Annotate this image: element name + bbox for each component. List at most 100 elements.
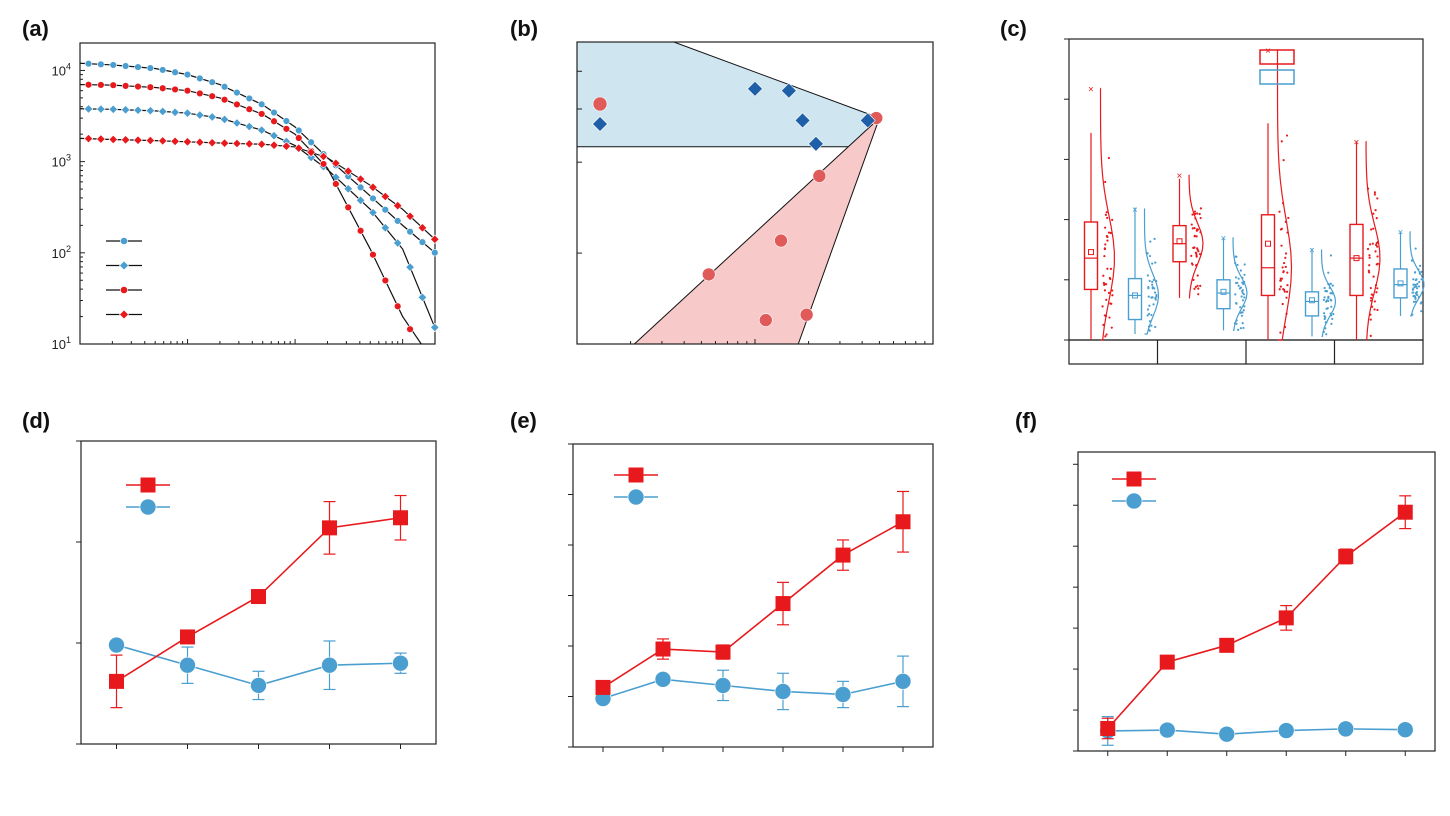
max-marker: × xyxy=(1132,205,1138,216)
data-dot xyxy=(1284,256,1287,259)
data-point xyxy=(233,100,241,109)
data-dot xyxy=(1239,286,1242,289)
y-tick-exponent: 1 xyxy=(66,335,71,345)
data-point xyxy=(294,143,304,153)
data-point xyxy=(343,166,353,176)
data-dot xyxy=(1198,212,1201,216)
data-point xyxy=(170,136,180,147)
data-point xyxy=(196,89,204,98)
data-point xyxy=(714,677,732,694)
data-dot xyxy=(1368,256,1371,259)
data-dot xyxy=(1150,313,1153,317)
data-dot xyxy=(1107,156,1111,160)
data-dot xyxy=(1374,209,1377,212)
data-point xyxy=(775,596,791,612)
y-tick-exponent: 4 xyxy=(66,61,71,71)
data-dot xyxy=(1418,264,1422,267)
data-point xyxy=(257,100,266,109)
data-dot xyxy=(1242,309,1245,312)
data-dot xyxy=(1243,263,1246,266)
data-point xyxy=(158,106,168,117)
data-dot xyxy=(1278,288,1281,291)
plot-frame xyxy=(79,42,436,345)
data-point xyxy=(368,182,378,192)
data-dot xyxy=(1323,296,1326,299)
data-point xyxy=(232,118,242,128)
data-point xyxy=(306,152,316,163)
data-dot xyxy=(1331,284,1334,287)
data-dot xyxy=(1411,288,1414,291)
data-point xyxy=(368,207,378,218)
data-point xyxy=(179,656,196,674)
data-dot xyxy=(1110,326,1113,329)
data-point xyxy=(220,83,229,91)
legend-marker xyxy=(627,488,645,506)
data-point xyxy=(219,114,230,125)
data-dot xyxy=(1418,280,1421,284)
data-dot xyxy=(1415,278,1418,281)
data-dot xyxy=(1102,281,1105,285)
data-dot xyxy=(1330,305,1333,308)
fh-treated-point xyxy=(808,135,824,152)
data-dot xyxy=(1375,291,1378,294)
data-dot xyxy=(1105,211,1108,214)
data-dot xyxy=(1196,212,1199,215)
data-dot xyxy=(1237,328,1240,331)
panel-f-label: (f) xyxy=(1015,408,1037,433)
data-dot xyxy=(1196,284,1199,287)
data-dot xyxy=(1280,140,1283,143)
data-dot xyxy=(1240,314,1244,317)
tough-region-blue xyxy=(576,41,881,148)
data-dot xyxy=(1323,286,1326,290)
legend-marker xyxy=(628,467,644,483)
data-dot xyxy=(1286,284,1289,287)
data-dot xyxy=(1241,322,1244,325)
data-dot xyxy=(1107,291,1111,294)
legend-box xyxy=(1259,49,1295,65)
data-dot xyxy=(1111,218,1114,221)
box xyxy=(1304,291,1320,317)
data-dot xyxy=(1282,271,1285,274)
data-dot xyxy=(1413,286,1416,289)
data-point xyxy=(96,134,106,144)
data-point xyxy=(256,139,267,149)
data-point xyxy=(595,679,611,695)
data-dot xyxy=(1414,297,1417,300)
data-point xyxy=(393,302,402,310)
data-dot xyxy=(1237,284,1240,287)
chart-f-svg: (f) xyxy=(1015,408,1436,756)
data-dot xyxy=(1372,227,1375,230)
data-dot xyxy=(1284,265,1287,268)
data-point xyxy=(417,223,428,233)
data-dot xyxy=(1243,280,1246,284)
data-dot xyxy=(1419,302,1422,305)
data-dot xyxy=(1234,281,1238,285)
data-point xyxy=(145,135,156,146)
max-marker: × xyxy=(1177,171,1183,182)
data-point xyxy=(108,104,118,114)
data-point xyxy=(369,250,377,259)
panel-d-chart: (d) xyxy=(0,408,480,816)
data-dot xyxy=(1412,294,1415,298)
y-tick-base: 10 xyxy=(52,155,66,170)
data-point xyxy=(208,92,216,100)
data-point xyxy=(182,108,193,118)
data-dot xyxy=(1103,247,1106,251)
data-dot xyxy=(1326,307,1329,310)
untreated-point xyxy=(701,267,716,282)
data-dot xyxy=(1330,292,1334,295)
plot-frame xyxy=(1068,38,1424,341)
data-dot xyxy=(1234,276,1238,279)
data-point xyxy=(332,180,340,188)
data-dot xyxy=(1193,287,1196,291)
data-dot xyxy=(1282,159,1285,162)
data-point xyxy=(83,133,94,144)
data-point xyxy=(180,629,195,645)
data-dot xyxy=(1152,303,1155,306)
data-dot xyxy=(1234,301,1238,305)
data-dot xyxy=(1331,317,1334,321)
data-dot xyxy=(1322,312,1326,315)
untreated-point xyxy=(774,233,788,248)
data-dot xyxy=(1281,302,1284,306)
data-dot xyxy=(1412,300,1416,303)
